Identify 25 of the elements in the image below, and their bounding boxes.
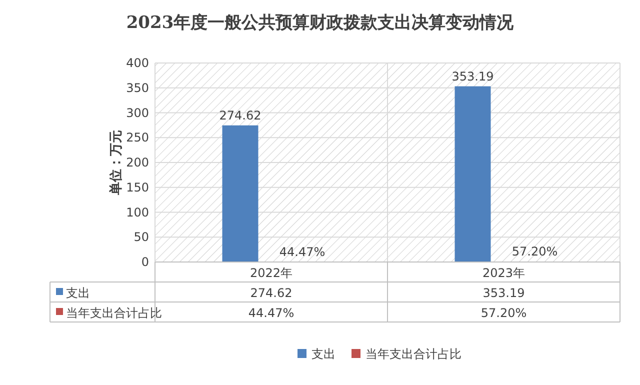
data-label: 353.19: [482, 286, 525, 300]
x-tick-label: 2022年: [250, 266, 293, 280]
chart-title: 2023年度一般公共预算财政拨款支出决算变动情况: [126, 13, 515, 33]
y-tick-label: 100: [126, 205, 149, 220]
text: 274.62: [219, 108, 262, 122]
text: 44.47%: [279, 244, 326, 259]
y-tick-label: 50: [134, 230, 149, 244]
y-tick-label: 300: [126, 106, 149, 120]
y-axis-title: 单位：万元: [108, 130, 124, 196]
y-tick-label: 200: [126, 156, 149, 170]
y-tick-label: 350: [126, 80, 149, 95]
legend-label: 当年支出合计占比: [366, 347, 462, 361]
data-label: 57.20%: [480, 306, 527, 320]
legend-label: 支出: [312, 347, 336, 361]
y-tick-label: 400: [126, 56, 149, 70]
text: 当年支出合计占比: [66, 306, 162, 320]
data-label: 44.47%: [248, 306, 294, 320]
x-tick-label: 2023年: [482, 266, 526, 280]
y-tick-label: 0: [141, 255, 149, 269]
text: 57.20%: [512, 244, 558, 259]
text: 353.19: [452, 69, 494, 84]
data-label: 274.62: [250, 286, 292, 300]
text: 支出: [66, 286, 90, 300]
y-tick-label: 250: [126, 130, 149, 145]
y-tick-label: 150: [126, 180, 149, 194]
